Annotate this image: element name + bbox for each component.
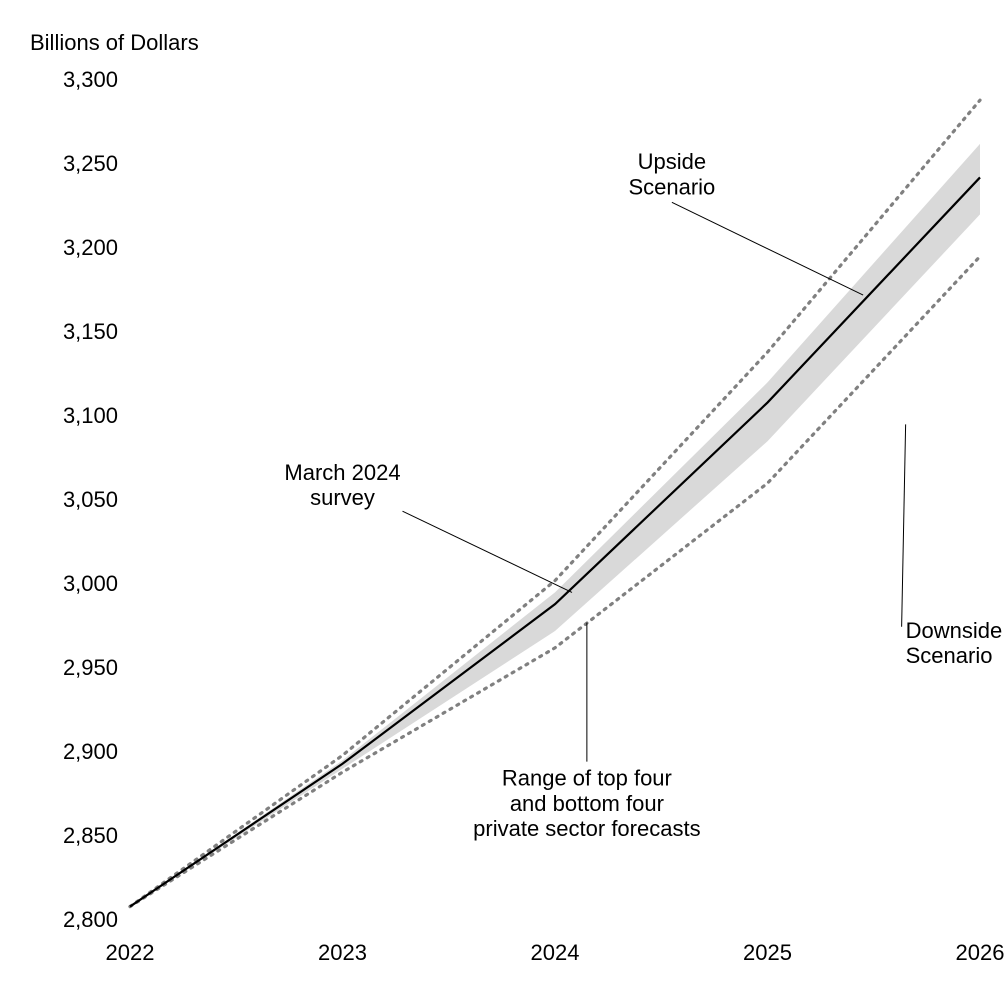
x-tick-label: 2024 [531, 940, 580, 965]
y-axis-title: Billions of Dollars [30, 30, 199, 55]
y-tick-label: 2,900 [63, 739, 118, 764]
y-tick-label: 2,950 [63, 655, 118, 680]
x-tick-label: 2026 [956, 940, 1004, 965]
y-tick-label: 3,100 [63, 403, 118, 428]
y-tick-label: 3,050 [63, 487, 118, 512]
x-tick-label: 2023 [318, 940, 367, 965]
y-tick-label: 2,800 [63, 907, 118, 932]
downside-label: DownsideScenario [906, 618, 1003, 668]
y-tick-label: 3,250 [63, 151, 118, 176]
chart-svg: Billions of Dollars 2,800 2,850 2,900 2,950 3… [0, 0, 1004, 1004]
y-tick-label: 3,150 [63, 319, 118, 344]
y-tick-label: 3,000 [63, 571, 118, 596]
y-tick-label: 3,300 [63, 67, 118, 92]
x-tick-label: 2025 [743, 940, 792, 965]
y-tick-label: 2,850 [63, 823, 118, 848]
upside-label: UpsideScenario [628, 149, 715, 199]
chart-container: Billions of Dollars 2,800 2,850 2,900 2,950 3… [0, 0, 1004, 1004]
x-tick-label: 2022 [106, 940, 155, 965]
y-tick-label: 3,200 [63, 235, 118, 260]
chart-bg [0, 0, 1004, 1004]
